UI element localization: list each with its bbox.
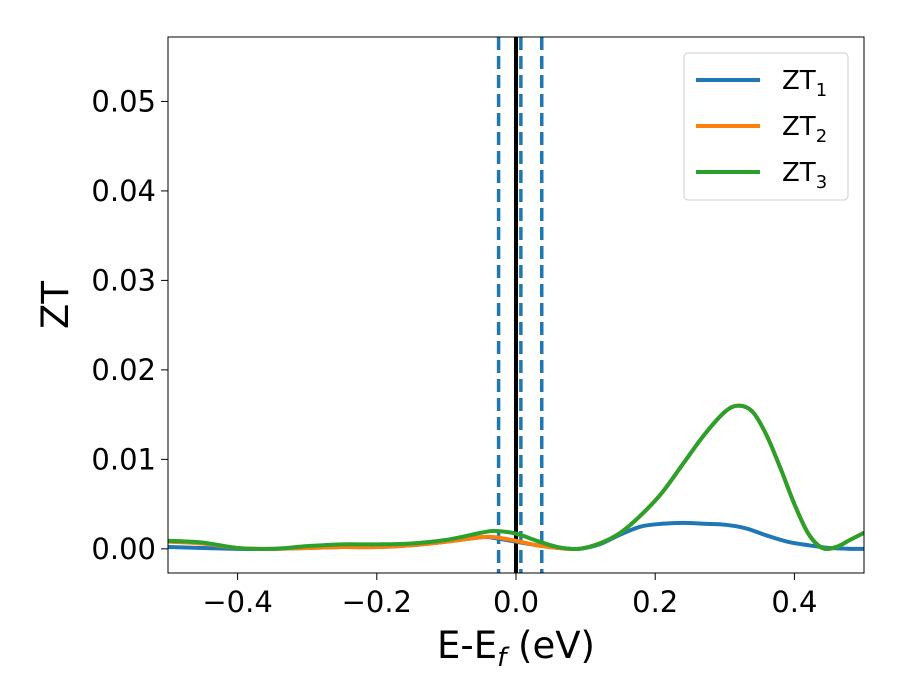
x-tick-label: 0.2	[632, 585, 678, 619]
y-tick-label: 0.04	[91, 174, 156, 208]
plot-area	[167, 36, 865, 574]
y-axis-label: ZT	[34, 281, 77, 329]
x-tick-label: −0.2	[342, 585, 412, 619]
legend-label-zt3: ZT3	[782, 158, 827, 193]
y-axis: 0.00 0.01 0.02 0.03 0.04 0.05	[91, 84, 168, 566]
series-lines	[168, 403, 864, 552]
y-tick-label: 0.01	[91, 442, 156, 476]
x-axis-label: E-Ef (eV)	[437, 624, 595, 673]
y-tick-label: 0.00	[91, 532, 156, 566]
series-line-zt3	[168, 403, 864, 552]
legend: ZT1 ZT2 ZT3	[683, 52, 849, 201]
legend-label-zt1: ZT1	[782, 66, 827, 101]
x-tick-label: 0.0	[493, 585, 539, 619]
x-tick-label: −0.4	[202, 585, 272, 619]
y-tick-label: 0.03	[91, 263, 156, 297]
legend-label-zt2: ZT2	[782, 112, 827, 147]
legend-frame	[683, 52, 849, 201]
reference-lines	[496, 37, 544, 573]
x-axis: −0.4 −0.2 0.0 0.2 0.4	[202, 573, 817, 619]
y-tick-label: 0.02	[91, 353, 156, 387]
y-tick-label: 0.05	[91, 84, 156, 118]
x-tick-label: 0.4	[771, 585, 817, 619]
